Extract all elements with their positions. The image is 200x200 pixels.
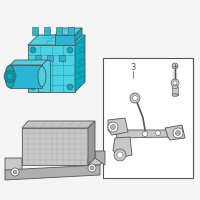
Ellipse shape xyxy=(5,65,15,88)
Circle shape xyxy=(7,73,13,79)
Circle shape xyxy=(90,166,94,170)
Circle shape xyxy=(132,96,138,100)
Bar xyxy=(35,55,41,61)
Circle shape xyxy=(88,164,96,172)
Polygon shape xyxy=(28,45,75,92)
Bar xyxy=(56,27,62,35)
Circle shape xyxy=(67,47,73,53)
Bar xyxy=(44,27,50,35)
Circle shape xyxy=(80,47,84,52)
Circle shape xyxy=(30,84,36,90)
Polygon shape xyxy=(108,118,128,135)
Polygon shape xyxy=(75,35,85,92)
Circle shape xyxy=(172,63,178,69)
Text: 3: 3 xyxy=(130,64,136,72)
Bar xyxy=(68,27,74,35)
Polygon shape xyxy=(165,125,185,140)
Polygon shape xyxy=(55,28,82,35)
Polygon shape xyxy=(10,60,47,65)
Polygon shape xyxy=(88,158,105,165)
Circle shape xyxy=(156,130,160,136)
Polygon shape xyxy=(88,121,95,165)
Circle shape xyxy=(130,93,140,103)
Polygon shape xyxy=(5,158,22,175)
Circle shape xyxy=(173,128,183,138)
Bar xyxy=(47,55,53,61)
Circle shape xyxy=(30,47,36,53)
Polygon shape xyxy=(5,165,100,180)
Circle shape xyxy=(80,60,84,64)
Ellipse shape xyxy=(172,86,178,88)
Polygon shape xyxy=(22,121,95,128)
Bar xyxy=(103,58,193,178)
Ellipse shape xyxy=(38,66,46,86)
Circle shape xyxy=(108,122,118,132)
Circle shape xyxy=(11,168,19,176)
Bar xyxy=(35,67,41,73)
Polygon shape xyxy=(28,35,85,45)
Circle shape xyxy=(80,72,84,76)
Polygon shape xyxy=(75,28,82,42)
Circle shape xyxy=(171,79,179,87)
Circle shape xyxy=(4,71,16,82)
Polygon shape xyxy=(22,128,88,165)
Polygon shape xyxy=(115,130,172,138)
Polygon shape xyxy=(55,35,75,45)
Circle shape xyxy=(67,84,73,90)
Circle shape xyxy=(13,170,17,174)
Bar xyxy=(172,87,178,95)
Bar xyxy=(32,27,38,35)
Polygon shape xyxy=(10,65,42,88)
Circle shape xyxy=(114,149,126,161)
Circle shape xyxy=(142,132,148,136)
Circle shape xyxy=(176,130,180,136)
Circle shape xyxy=(173,81,177,85)
Bar xyxy=(59,55,65,61)
Ellipse shape xyxy=(172,94,178,97)
Polygon shape xyxy=(95,151,105,165)
Polygon shape xyxy=(113,137,132,158)
Circle shape xyxy=(110,124,116,130)
Circle shape xyxy=(117,152,123,158)
Polygon shape xyxy=(38,60,50,92)
